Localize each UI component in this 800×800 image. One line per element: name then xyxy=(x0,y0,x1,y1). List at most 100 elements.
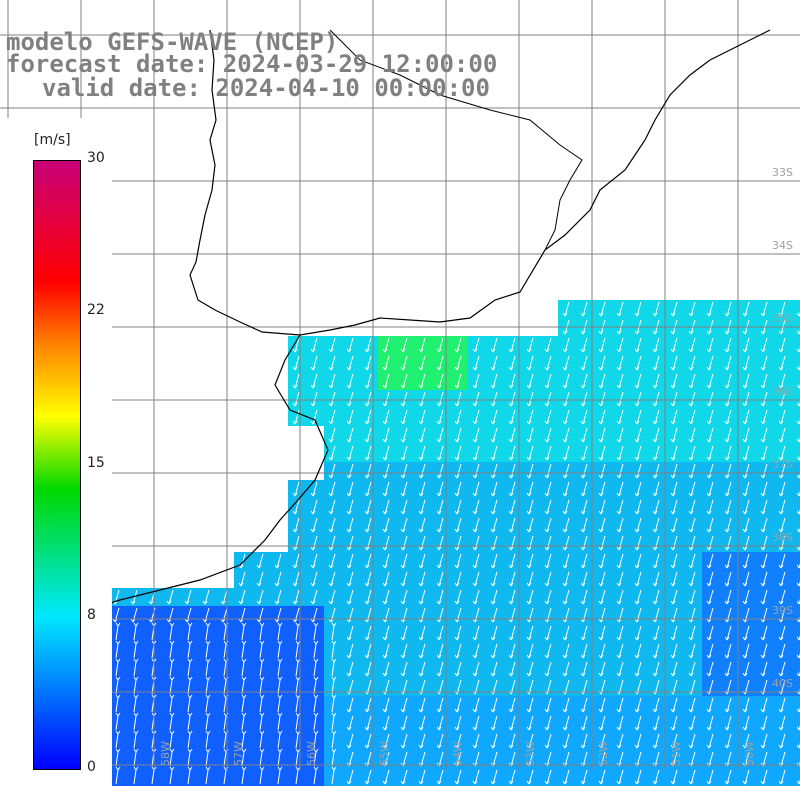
wind-arrow xyxy=(400,769,408,785)
wind-cell xyxy=(792,660,800,678)
wind-arrow xyxy=(238,589,246,605)
wind-arrow xyxy=(742,499,750,515)
wind-arrow xyxy=(382,769,390,785)
wind-arrow xyxy=(706,373,714,389)
wind-arrow xyxy=(598,409,606,425)
wind-arrow xyxy=(526,391,534,407)
wind-arrow xyxy=(706,427,714,443)
wind-arrow xyxy=(328,535,336,551)
wind-arrow xyxy=(400,535,408,551)
wind-arrow xyxy=(562,697,570,713)
wind-arrow xyxy=(616,373,624,389)
wind-arrow xyxy=(331,640,337,659)
wind-arrow xyxy=(115,712,121,731)
wind-arrow xyxy=(454,697,462,713)
wind-arrow xyxy=(760,337,768,353)
wind-arrow xyxy=(544,571,552,587)
wind-arrow xyxy=(277,658,283,677)
wind-arrow xyxy=(313,622,319,641)
wind-arrow xyxy=(382,625,390,641)
wind-arrow xyxy=(220,589,228,605)
wind-arrow xyxy=(616,445,624,461)
wind-arrow xyxy=(670,481,678,497)
wind-arrow xyxy=(616,769,624,785)
wind-arrow xyxy=(688,427,696,443)
wind-arrow xyxy=(205,694,211,713)
wind-arrow xyxy=(259,748,265,767)
wind-arrow xyxy=(580,535,588,551)
wind-arrow xyxy=(454,553,462,569)
wind-arrow xyxy=(544,391,552,407)
wind-arrow xyxy=(526,589,534,605)
wind-arrow xyxy=(418,553,426,569)
wind-arrow xyxy=(328,355,336,371)
wind-cell xyxy=(792,354,800,372)
wind-arrow xyxy=(742,661,750,677)
wind-arrow xyxy=(400,625,408,641)
wind-arrow xyxy=(364,373,372,389)
wind-arrow xyxy=(634,661,642,677)
wind-arrow xyxy=(508,697,516,713)
latitude-labels: 33S 34S 35S 36S 37S 38S 39S 40S xyxy=(772,166,793,690)
wind-arrow xyxy=(760,427,768,443)
wind-arrow xyxy=(508,535,516,551)
wind-arrow xyxy=(544,643,552,659)
wind-arrow xyxy=(760,535,768,551)
wind-arrow xyxy=(580,337,588,353)
wind-arrow xyxy=(652,373,660,389)
wind-arrow xyxy=(115,622,121,641)
wind-arrow xyxy=(760,517,768,533)
latitude-label: 33S xyxy=(772,166,793,179)
wind-arrow xyxy=(331,712,337,731)
wind-arrow xyxy=(364,535,372,551)
wind-arrow xyxy=(169,694,175,713)
wind-arrow xyxy=(166,589,174,605)
wind-arrow xyxy=(364,715,372,731)
wind-cell xyxy=(792,624,800,642)
wind-arrow xyxy=(652,733,660,749)
wind-arrow xyxy=(598,715,606,731)
wind-arrow xyxy=(634,481,642,497)
wind-arrow xyxy=(688,733,696,749)
wind-arrow xyxy=(472,373,480,389)
wind-arrow xyxy=(328,337,336,353)
wind-arrow xyxy=(418,481,426,497)
wind-arrow xyxy=(688,535,696,551)
wind-arrow xyxy=(580,427,588,443)
wind-arrow xyxy=(634,571,642,587)
wind-arrow xyxy=(670,553,678,569)
wind-cell xyxy=(792,768,800,786)
wind-arrow xyxy=(490,481,498,497)
wind-arrow xyxy=(742,517,750,533)
wind-arrow xyxy=(544,481,552,497)
wind-arrow xyxy=(724,427,732,443)
wind-arrow xyxy=(616,481,624,497)
wind-arrow xyxy=(742,553,750,569)
wind-arrow xyxy=(400,697,408,713)
wind-arrow xyxy=(598,769,606,785)
wind-arrow xyxy=(562,571,570,587)
wind-arrow xyxy=(652,571,660,587)
wind-arrow xyxy=(724,301,732,317)
wind-arrow xyxy=(241,622,247,641)
wind-arrow xyxy=(778,733,786,749)
wind-arrow xyxy=(454,535,462,551)
wind-arrow xyxy=(472,427,480,443)
wind-arrow xyxy=(616,499,624,515)
wind-arrow xyxy=(364,445,372,461)
wind-arrow xyxy=(544,535,552,551)
wind-arrow xyxy=(313,694,319,713)
wind-arrow xyxy=(562,445,570,461)
wind-arrow xyxy=(418,589,426,605)
wind-arrow xyxy=(400,463,408,479)
wind-arrow xyxy=(241,766,247,785)
wind-arrow xyxy=(346,517,354,533)
wind-arrow xyxy=(454,769,462,785)
wind-cell xyxy=(792,732,800,750)
wind-arrow xyxy=(508,463,516,479)
wind-arrow xyxy=(346,553,354,569)
longitude-label: 51W xyxy=(670,741,683,766)
wind-arrow xyxy=(328,517,336,533)
wind-arrow xyxy=(490,769,498,785)
wind-arrow xyxy=(688,337,696,353)
